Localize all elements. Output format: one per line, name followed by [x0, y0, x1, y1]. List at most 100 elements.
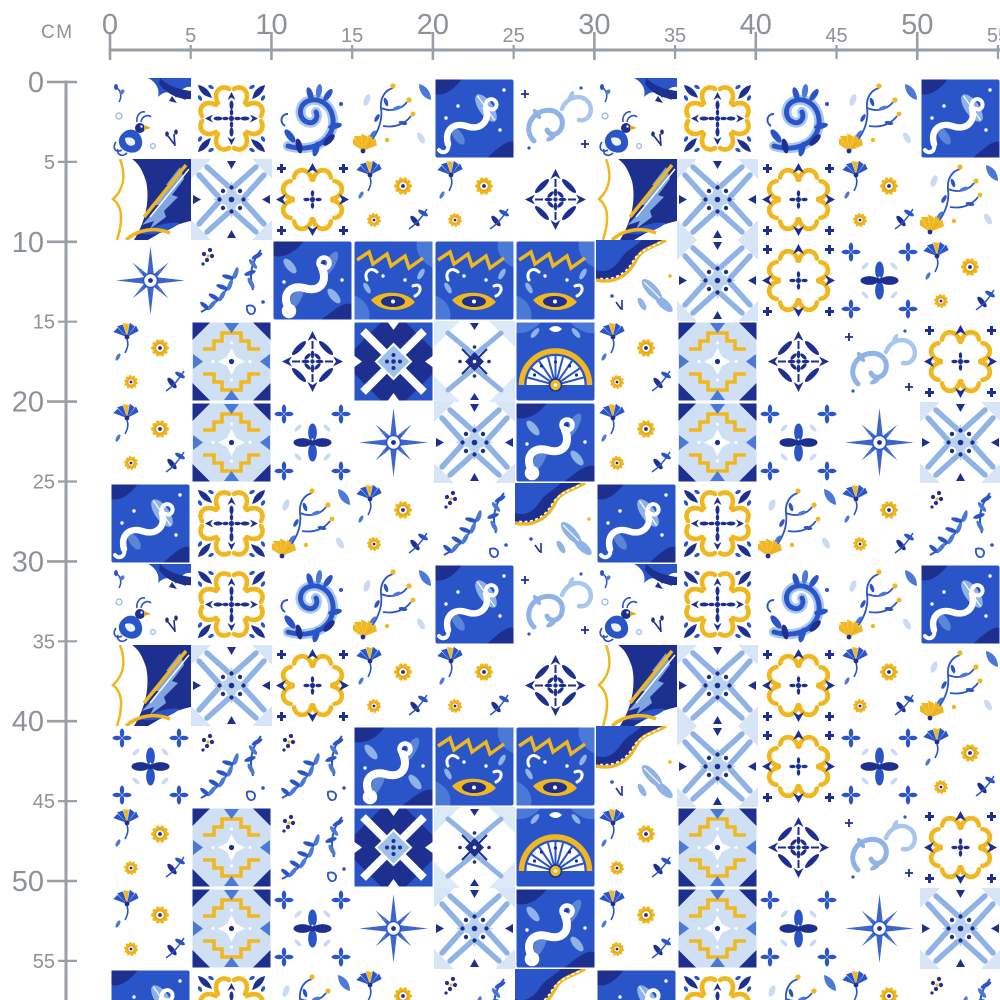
fabric-tile-ornateDark: [922, 566, 1000, 644]
fabric-tile-daisy: [112, 807, 187, 878]
left-ruler-minor-label: 15: [33, 312, 55, 334]
fabric-tile-vine: [920, 163, 999, 237]
fabric-tile-ornateDark: [112, 485, 190, 563]
fabric-tile-scroll: [281, 84, 343, 157]
fabric-tile-daisy: [922, 726, 997, 797]
fabric-tile-starX: [434, 321, 515, 402]
left-ruler-major-label: 10: [12, 227, 44, 259]
top-ruler-major-label: 20: [417, 9, 449, 41]
fabric-tile-snowstar: [842, 405, 917, 480]
left-ruler-minor-label: 35: [33, 631, 55, 653]
fabric-tile-starLight: [677, 726, 758, 807]
fabric-tile-quatrefoil: [269, 642, 355, 728]
fabric-tile-cartouche: [596, 240, 677, 317]
left-ruler: 0 10 20 30 40 50 5 15 25 35 45 55: [12, 67, 77, 1000]
fabric-tile-bird: [599, 78, 677, 157]
fabric-tile-ornateStep: [191, 321, 272, 402]
fabric-tile-snowflake: [525, 655, 586, 716]
fabric-tile-daisy: [841, 645, 916, 716]
top-ruler-major-label: 30: [578, 9, 610, 41]
fabric-tile-ornateStep: [677, 402, 758, 483]
fabric-tile-daisy: [355, 645, 430, 716]
fabric-tile-flowerCross: [841, 242, 918, 319]
fabric-tile-bird: [599, 564, 677, 643]
top-ruler-major-label: 10: [255, 9, 287, 41]
fabric-tile-snowstar: [356, 891, 431, 966]
fabric-tile-leafy: [440, 489, 509, 559]
fabric-tile-vine: [839, 568, 918, 642]
fabric-tile-ornateDark: [922, 80, 1000, 158]
fabric-tile-starLight: [920, 402, 1000, 483]
left-ruler-minor-label: 5: [44, 152, 55, 174]
fabric-tile-cornerDiag: [599, 645, 677, 726]
fabric-tile-snowstar: [356, 405, 431, 480]
fabric-tile-leafLight: [521, 572, 591, 635]
fabric-tile-vine: [920, 649, 999, 723]
top-ruler-minor-label: 55: [987, 25, 1000, 47]
fabric-tile-leafLight: [521, 86, 591, 149]
fabric-tile-cornerDiag: [113, 645, 191, 726]
fabric-tile-rosette: [683, 975, 752, 1000]
fabric-tile-daisy: [598, 321, 673, 392]
fabric-tile-grand: [434, 726, 515, 807]
fabric-tile-bird: [113, 564, 191, 643]
left-ruler-major-label: 20: [12, 387, 44, 419]
fabric-tile-leafy: [197, 732, 266, 802]
fabric-tile-vine: [272, 487, 351, 561]
fabric-tile-fan: [517, 323, 595, 401]
fabric-tile-cartouche: [515, 969, 596, 1000]
fabric-tile-cornerDiag: [113, 159, 191, 240]
fabric-tile-leafy: [926, 975, 995, 1000]
fabric-tile-daisy: [355, 969, 430, 1000]
top-ruler-minor-label: 35: [664, 25, 686, 47]
left-ruler-major-label: 40: [12, 706, 44, 738]
fabric-tile-daisy: [841, 969, 916, 1000]
fabric-tile-ornateStep: [191, 807, 272, 888]
fabric-tile-grand: [515, 240, 596, 321]
left-ruler-minor-label: 45: [33, 791, 55, 813]
fabric-tile-ornateDark: [436, 80, 514, 158]
fabric-tile-daisy: [112, 888, 187, 959]
fabric-tile-snowstar: [113, 243, 188, 318]
fabric-tile-leafLight: [845, 329, 915, 392]
fabric-tile-leafy: [278, 732, 347, 802]
fabric-tile-starLight: [434, 402, 515, 483]
fabric-tile-daisy: [841, 159, 916, 230]
fabric-tile-quatrefoil: [755, 156, 841, 242]
fabric-tile-ornateStep: [677, 321, 758, 402]
top-ruler-major-label: 0: [102, 9, 118, 41]
fabric-tile-daisy: [355, 483, 430, 554]
fabric-tile-ornateStep: [677, 807, 758, 888]
fabric-tile-daisy: [922, 240, 997, 311]
fabric-tile-rosette: [197, 570, 266, 639]
fabric-tile-flowerCross: [274, 404, 351, 481]
top-ruler-minor-label: 15: [341, 25, 363, 47]
top-ruler-minor-label: 25: [503, 25, 525, 47]
fabric-tile-starLight: [191, 159, 272, 240]
fabric-tile-leafy: [440, 975, 509, 1000]
fabric-tile-daisy: [598, 888, 673, 959]
fabric-tile-quatrefoil: [755, 237, 841, 323]
fabric-tile-ornateStep: [191, 402, 272, 483]
fabric-tile-starLight: [191, 645, 272, 726]
fabric-tile-rosette: [197, 84, 266, 153]
fabric-tile-vine: [758, 973, 837, 1000]
fabric-tile-starLight: [677, 159, 758, 240]
fabric-tile-daisy: [598, 807, 673, 878]
fabric-tile-rosette: [197, 489, 266, 558]
ruler-unit-label: CM: [41, 22, 74, 43]
fabric-tile-scroll: [767, 570, 829, 643]
left-ruler-major-label: 50: [12, 866, 44, 898]
fabric-tile-ribbon: [274, 242, 352, 320]
fabric-tile-starDark: [355, 809, 433, 887]
fabric-tile-ribbon: [355, 728, 433, 806]
fabric-tile-quatrefoil: [755, 642, 841, 728]
top-ruler-minor-label: 5: [185, 25, 196, 47]
fabric-tile-rosette: [683, 84, 752, 153]
fabric-tile-grand: [434, 240, 515, 321]
fabric-tile-snowflake: [768, 331, 829, 392]
fabric-tile-grid: [112, 78, 1000, 1000]
fabric-tile-scroll: [281, 570, 343, 643]
